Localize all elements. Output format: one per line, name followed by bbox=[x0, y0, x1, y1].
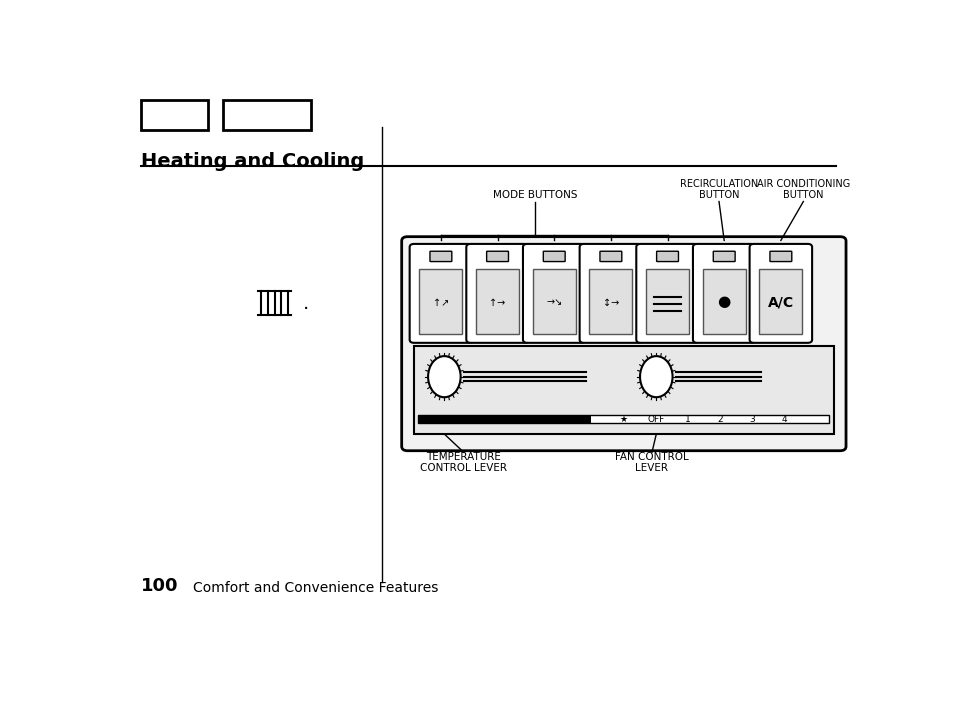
Bar bbox=[645, 270, 688, 334]
Bar bbox=[141, 100, 208, 130]
Text: 2: 2 bbox=[717, 415, 722, 423]
Text: ↑→: ↑→ bbox=[489, 298, 505, 307]
Text: .: . bbox=[302, 293, 309, 312]
Ellipse shape bbox=[639, 356, 672, 397]
Text: ★: ★ bbox=[619, 415, 627, 423]
Text: TEMPERATURE
CONTROL LEVER: TEMPERATURE CONTROL LEVER bbox=[420, 452, 507, 473]
Text: FAN CONTROL
LEVER: FAN CONTROL LEVER bbox=[615, 452, 688, 473]
FancyBboxPatch shape bbox=[430, 251, 452, 262]
Text: Heating and Cooling: Heating and Cooling bbox=[141, 152, 364, 171]
Text: →↘: →↘ bbox=[545, 298, 561, 307]
FancyBboxPatch shape bbox=[466, 244, 528, 343]
FancyBboxPatch shape bbox=[542, 251, 564, 262]
Text: MODE BUTTONS: MODE BUTTONS bbox=[493, 190, 577, 201]
Ellipse shape bbox=[428, 356, 460, 397]
Bar bbox=[222, 100, 311, 130]
Text: OFF: OFF bbox=[646, 415, 664, 423]
Text: ↑↗: ↑↗ bbox=[433, 298, 449, 307]
FancyBboxPatch shape bbox=[579, 244, 641, 343]
Bar bbox=[418, 415, 591, 423]
FancyBboxPatch shape bbox=[401, 237, 845, 451]
FancyBboxPatch shape bbox=[486, 251, 508, 262]
Text: ●: ● bbox=[717, 294, 730, 309]
Text: 3: 3 bbox=[748, 415, 754, 423]
FancyBboxPatch shape bbox=[599, 251, 621, 262]
FancyBboxPatch shape bbox=[769, 251, 791, 262]
FancyBboxPatch shape bbox=[692, 244, 755, 343]
Bar bbox=[532, 270, 575, 334]
FancyBboxPatch shape bbox=[409, 244, 472, 343]
Bar bbox=[418, 415, 828, 423]
Text: 1: 1 bbox=[684, 415, 690, 423]
Bar bbox=[589, 270, 632, 334]
Bar bbox=[702, 270, 745, 334]
Bar bbox=[414, 346, 833, 434]
Bar bbox=[476, 270, 518, 334]
Text: 4: 4 bbox=[781, 415, 786, 423]
Text: ↕→: ↕→ bbox=[602, 298, 618, 307]
Bar bbox=[419, 270, 462, 334]
Text: RECIRCULATION
BUTTON: RECIRCULATION BUTTON bbox=[679, 179, 758, 201]
FancyBboxPatch shape bbox=[713, 251, 735, 262]
FancyBboxPatch shape bbox=[636, 244, 698, 343]
FancyBboxPatch shape bbox=[522, 244, 585, 343]
Text: A/C: A/C bbox=[767, 296, 793, 310]
Text: Comfort and Convenience Features: Comfort and Convenience Features bbox=[193, 581, 438, 595]
FancyBboxPatch shape bbox=[656, 251, 678, 262]
Bar bbox=[759, 270, 801, 334]
FancyBboxPatch shape bbox=[749, 244, 811, 343]
Text: 100: 100 bbox=[141, 577, 179, 595]
Text: AIR CONDITIONING
BUTTON: AIR CONDITIONING BUTTON bbox=[756, 179, 849, 201]
